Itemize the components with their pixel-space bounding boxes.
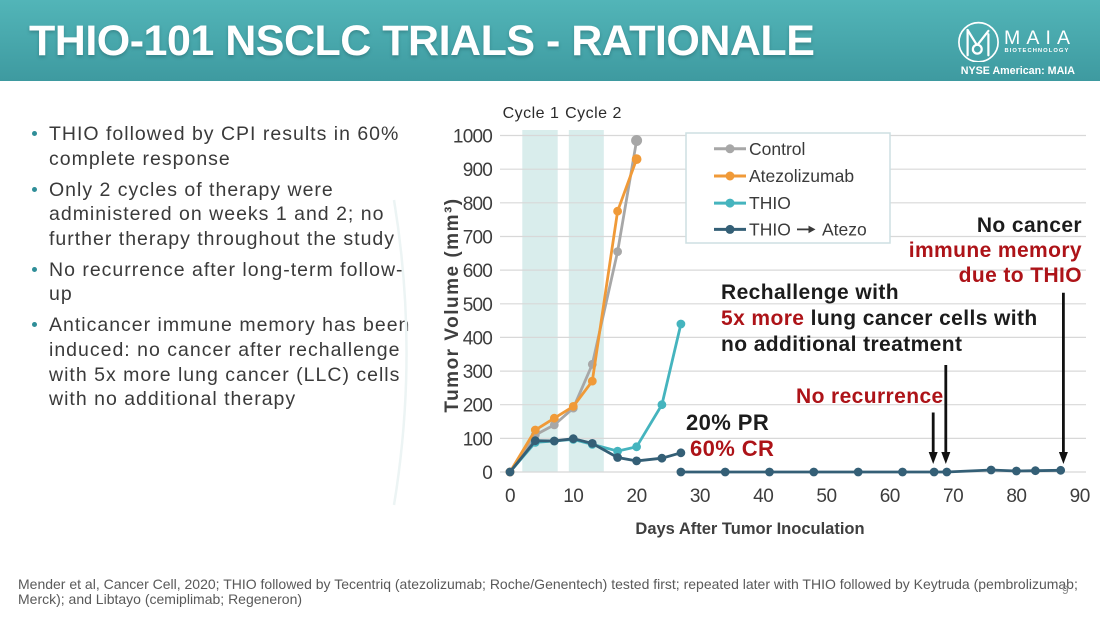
svg-text:No cancer: No cancer: [977, 214, 1082, 237]
svg-text:70: 70: [943, 486, 963, 507]
svg-text:80: 80: [1006, 486, 1026, 507]
svg-text:600: 600: [463, 261, 493, 282]
svg-text:100: 100: [463, 429, 493, 450]
svg-text:due to THIO: due to THIO: [959, 264, 1082, 287]
svg-text:50: 50: [816, 486, 836, 507]
svg-text:60: 60: [880, 486, 900, 507]
svg-text:0: 0: [505, 486, 515, 507]
svg-text:40: 40: [753, 486, 773, 507]
svg-text:Cycle 1: Cycle 1: [503, 105, 560, 122]
svg-text:no additional treatment: no additional treatment: [721, 333, 962, 356]
svg-text:Days After Tumor Inoculation: Days After Tumor Inoculation: [635, 520, 864, 538]
svg-text:Rechallenge with: Rechallenge with: [721, 281, 899, 304]
svg-text:700: 700: [463, 228, 493, 249]
svg-text:Atezolizumab: Atezolizumab: [749, 166, 854, 186]
svg-text:60% CR: 60% CR: [690, 436, 774, 461]
svg-text:400: 400: [463, 328, 493, 349]
svg-text:immune memory: immune memory: [909, 239, 1082, 262]
svg-text:No recurrence: No recurrence: [796, 385, 944, 408]
svg-text:500: 500: [463, 295, 493, 316]
svg-text:THIO: THIO: [749, 219, 791, 239]
svg-text:Tumor Volume (mm³): Tumor Volume (mm³): [442, 197, 463, 412]
svg-text:800: 800: [463, 194, 493, 215]
svg-text:200: 200: [463, 396, 493, 417]
svg-text:5x more lung cancer cells with: 5x more lung cancer cells with: [721, 307, 1038, 330]
svg-text:1000: 1000: [453, 127, 492, 148]
svg-text:90: 90: [1070, 486, 1090, 507]
svg-text:Control: Control: [749, 139, 805, 159]
svg-text:Atezo: Atezo: [822, 219, 867, 239]
svg-text:900: 900: [463, 160, 493, 181]
svg-text:20% PR: 20% PR: [686, 410, 769, 435]
svg-text:20: 20: [627, 486, 647, 507]
svg-text:10: 10: [563, 486, 583, 507]
svg-text:0: 0: [482, 463, 492, 484]
svg-text:30: 30: [690, 486, 710, 507]
svg-text:THIO: THIO: [749, 193, 791, 213]
svg-text:Cycle 2: Cycle 2: [565, 105, 622, 122]
svg-text:300: 300: [463, 362, 493, 383]
